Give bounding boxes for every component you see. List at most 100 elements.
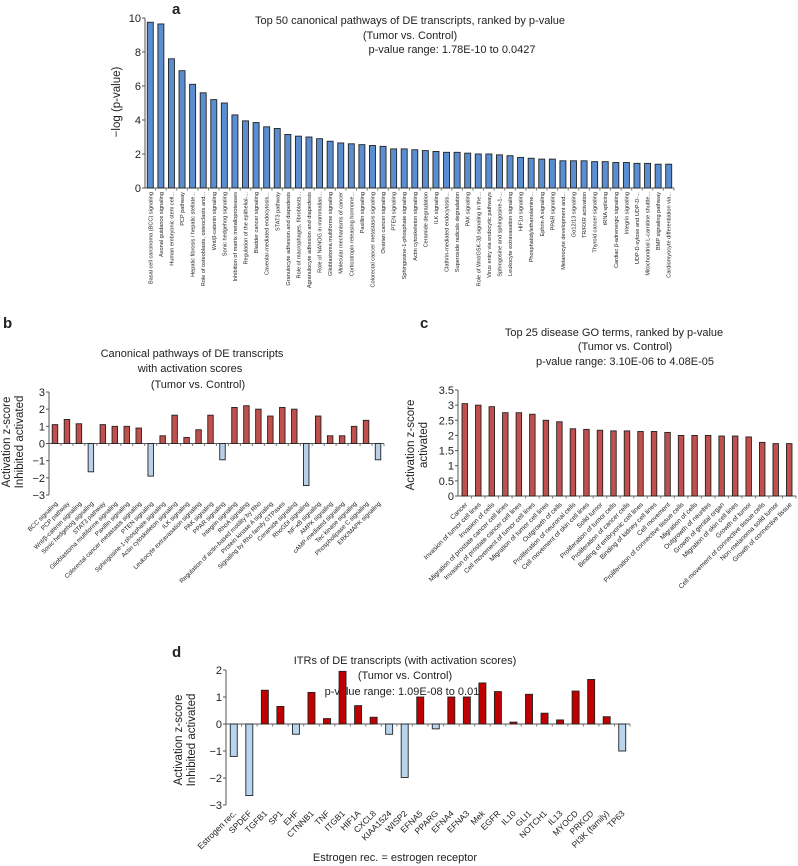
bar-c-23 xyxy=(772,443,779,497)
x-tick-label-a: Caveolar-mediated endocytosis... xyxy=(265,192,271,275)
y-tick-label-b: −2 xyxy=(32,473,45,485)
y-tick-label-d: −1 xyxy=(209,746,222,758)
y-tick-label-a: 10 xyxy=(129,13,141,25)
y-tick-label-d: −2 xyxy=(209,773,222,785)
bar-d-13 xyxy=(431,723,440,730)
bar-a-3 xyxy=(178,70,186,189)
bar-c-15 xyxy=(664,431,671,497)
bar-a-42 xyxy=(591,161,599,189)
x-tick-label-a: Sonic hedgehog signaling xyxy=(222,192,228,256)
y-axis-label-c: Activation z-score xyxy=(405,400,417,491)
bar-c-8 xyxy=(569,428,577,497)
bar-b-24 xyxy=(338,435,346,444)
x-tick-label-a: PTEN signaling xyxy=(392,192,398,231)
bar-c-20 xyxy=(731,435,739,497)
y-tick-label-b: −3 xyxy=(32,490,45,502)
bar-a-45 xyxy=(622,162,630,189)
x-tick-label-a: Regulation of the epithelial-... xyxy=(244,192,250,265)
bar-a-31 xyxy=(474,153,482,189)
x-tick-label-a: Mitochondrial L-carnitine shuttle... xyxy=(646,192,652,276)
bar-a-13 xyxy=(284,133,292,189)
bar-a-37 xyxy=(538,158,546,189)
x-tick-label-a: Ovarian cancer signaling xyxy=(381,192,387,254)
bar-c-1 xyxy=(475,404,482,497)
chart-title-b: Canonical pathways of DE transcripts xyxy=(101,348,284,360)
bar-b-2 xyxy=(75,423,83,444)
panel-label-d: d xyxy=(172,644,181,661)
bar-d-18 xyxy=(509,721,518,725)
bar-d-21 xyxy=(556,719,565,725)
bar-c-9 xyxy=(583,428,590,497)
bar-d-19 xyxy=(525,693,533,725)
bar-b-11 xyxy=(183,437,190,444)
bar-c-0 xyxy=(461,403,468,497)
bar-a-33 xyxy=(495,154,503,189)
bar-a-22 xyxy=(379,145,387,189)
bar-a-1 xyxy=(157,23,165,189)
bar-b-21 xyxy=(303,443,310,487)
bar-c-18 xyxy=(704,434,712,497)
y-tick-label-c: 3.5 xyxy=(439,385,454,397)
x-tick-label-a: Paxillin signaling xyxy=(360,192,366,233)
x-tick-label-a: Virus entry via endocytic pathways xyxy=(487,192,493,278)
bar-c-13 xyxy=(637,431,644,497)
x-tick-label-a: STAT3 pathway xyxy=(275,192,281,231)
x-tick-label-a: Role of NANOG in mammalian... xyxy=(318,192,324,273)
x-tick-label-d: TP63 xyxy=(605,808,627,830)
x-tick-label-a: Bladder cancer signaling xyxy=(254,192,260,253)
bar-b-19 xyxy=(279,407,286,444)
bar-a-46 xyxy=(633,162,641,189)
bar-c-17 xyxy=(691,434,698,497)
bar-a-14 xyxy=(294,135,302,189)
panel-label-b: b xyxy=(3,315,12,332)
y-tick-label-c: 0 xyxy=(448,491,454,503)
bar-b-14 xyxy=(219,443,226,461)
x-tick-label-a: BMP signaling pathway xyxy=(656,192,662,250)
chart-title-c: Top 25 disease GO terms, ranked by p-val… xyxy=(505,327,723,339)
bar-d-25 xyxy=(618,723,627,752)
bar-a-25 xyxy=(411,149,419,189)
pvalue-range-a: p-value range: 1.78E-10 to 0.0427 xyxy=(369,44,536,56)
x-tick-label-a: Cardiac β-adrenergic signaling xyxy=(614,192,620,268)
y-tick-label-c: 2 xyxy=(448,430,454,442)
bar-d-0 xyxy=(229,723,238,757)
bar-d-23 xyxy=(587,679,596,725)
bar-c-7 xyxy=(556,421,563,497)
bar-b-0 xyxy=(51,424,59,444)
x-tick-label-a: Integrin signaling xyxy=(624,192,630,234)
bar-d-6 xyxy=(323,718,331,725)
x-tick-label-a: Wnt/β-catenin signaling xyxy=(212,192,218,250)
bar-a-29 xyxy=(453,151,461,189)
x-tick-label-a: Sphingosine and sphingosine-1-... xyxy=(497,192,503,277)
x-tick-label-a: Ceramide degradation xyxy=(423,192,429,247)
x-tick-label-a: Agranulocyte adhesion and diapedesis xyxy=(307,192,313,288)
bar-b-22 xyxy=(314,415,322,444)
bar-a-34 xyxy=(506,155,514,189)
y-tick-label-d: −3 xyxy=(209,800,222,812)
chart-subtitle-a: (Tumor vs. Control) xyxy=(363,30,457,42)
bar-d-16 xyxy=(478,682,487,725)
bar-b-17 xyxy=(255,408,262,444)
x-tick-label-a: Cardiomyocyte differentiation via... xyxy=(667,192,673,278)
pvalue-range-c: p-value range: 3.10E-06 to 4.08E-05 xyxy=(536,356,714,368)
bar-a-19 xyxy=(347,143,355,189)
bar-d-5 xyxy=(307,691,316,725)
bar-b-13 xyxy=(207,414,214,444)
y-tick-label-d: 0 xyxy=(216,719,222,731)
y-axis-label-b-line2: Inhibited activated xyxy=(14,396,26,489)
bar-c-16 xyxy=(677,434,685,497)
y-axis-label-b: Activation z-score xyxy=(1,397,13,488)
chart-title-a: Top 50 canonical pathways of DE transcri… xyxy=(255,15,565,27)
bar-a-35 xyxy=(517,156,525,189)
y-tick-label-a: 8 xyxy=(135,47,141,59)
y-tick-label-b: 1 xyxy=(39,421,45,433)
bar-c-10 xyxy=(596,429,604,497)
x-tick-label-a: PPAR signaling xyxy=(550,192,556,230)
bar-b-27 xyxy=(374,443,382,461)
x-tick-label-a: Inhibition of matrix metalloproteases xyxy=(233,192,239,282)
x-tick-label-a: HIF1α signaling xyxy=(519,192,525,231)
y-tick-label-c: 3 xyxy=(448,400,454,412)
bar-d-1 xyxy=(245,723,254,797)
